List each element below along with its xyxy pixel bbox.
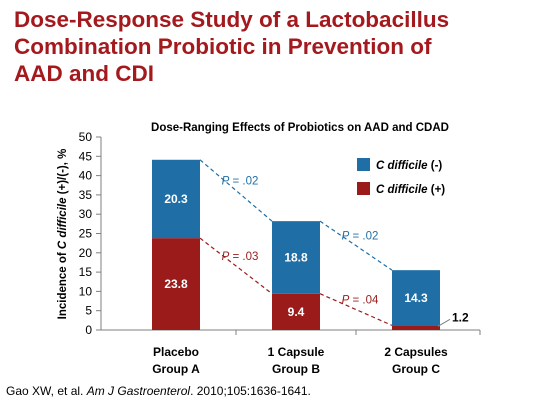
- citation-authors: Gao XW, et al.: [6, 384, 87, 398]
- slide-title-line-1: Dose-Response Study of a Lactobacillus: [14, 7, 450, 32]
- category-label: Group C: [392, 362, 440, 376]
- bar-value-label: 23.8: [164, 277, 188, 291]
- p-value-label: P = .03: [222, 251, 259, 263]
- y-tick-label: 45: [79, 149, 93, 163]
- bar-segment-positive: [392, 325, 440, 330]
- bar-segment-negative: [272, 221, 320, 294]
- y-tick-label: 35: [79, 188, 93, 202]
- y-tick-label: 10: [79, 284, 93, 298]
- slide-title-line-3: AAD and CDI: [14, 61, 154, 86]
- legend-swatch: [357, 182, 370, 195]
- bar-value-leader: [437, 318, 451, 327]
- p-value-label: P = .04: [342, 295, 379, 307]
- bar-value-label: 18.8: [284, 250, 308, 264]
- citation: Gao XW, et al. Am J Gastroenterol. 2010;…: [6, 384, 311, 398]
- y-tick-label: 20: [79, 246, 93, 260]
- legend-label: C difficile (+): [376, 184, 445, 196]
- trend-line: [199, 159, 273, 222]
- citation-journal: Am J Gastroenterol: [86, 384, 191, 398]
- category-label: Group A: [152, 362, 200, 376]
- category-label: Placebo: [153, 345, 199, 359]
- legend-swatch: [357, 158, 370, 171]
- y-tick-label: 40: [79, 169, 93, 183]
- category-label: 2 Capsules: [384, 345, 448, 359]
- bar-value-label: 14.3: [404, 291, 428, 305]
- bar-segment-negative: [152, 159, 200, 239]
- y-tick-label: 25: [79, 227, 93, 241]
- bar-value-label: 20.3: [164, 192, 188, 206]
- y-axis-label: Incidence of C difficile (+)/(-), %: [57, 149, 69, 320]
- p-value-label: P = .02: [222, 175, 259, 187]
- trend-line: [319, 293, 393, 326]
- chart-title: Dose-Ranging Effects of Probiotics on AA…: [151, 122, 449, 134]
- y-tick-label: 15: [79, 265, 93, 279]
- bar-value-label: 1.2: [452, 310, 469, 324]
- y-tick-label: 50: [79, 130, 93, 144]
- trend-line: [199, 237, 273, 295]
- trend-line: [319, 220, 393, 271]
- legend-label: C difficile (-): [376, 160, 442, 172]
- category-label: Group B: [272, 362, 320, 376]
- p-value-label: P = .02: [342, 231, 379, 243]
- y-tick-label: 5: [85, 304, 92, 318]
- category-label: 1 Capsule: [268, 345, 325, 359]
- bar-segment-negative: [392, 270, 440, 326]
- slide-title: Dose-Response Study of a Lactobacillus C…: [14, 6, 514, 87]
- bar-segment-positive: [272, 293, 320, 330]
- bar-segment-positive: [152, 238, 200, 330]
- citation-details: . 2010;105:1636-1641.: [190, 384, 311, 398]
- y-tick-label: 30: [79, 207, 93, 221]
- y-tick-label: 0: [85, 323, 92, 337]
- bar-value-label: 9.4: [288, 305, 305, 319]
- slide-title-line-2: Combination Probiotic in Prevention of: [14, 34, 432, 59]
